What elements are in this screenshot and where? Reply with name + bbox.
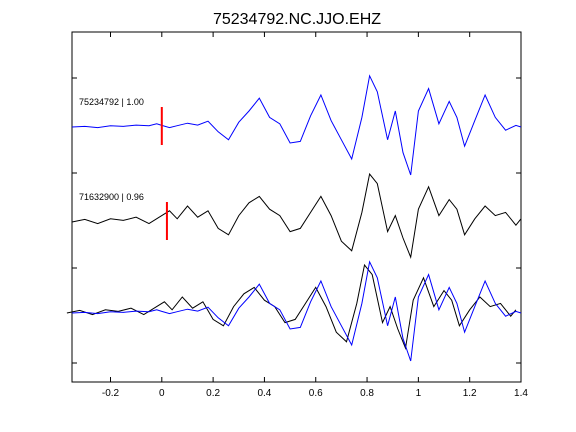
x-tick-label: 0 (159, 388, 165, 399)
trace-label-0: 75234792 | 1.00 (79, 97, 144, 107)
x-tick-label: 1 (416, 388, 422, 399)
x-axis: -0.2 0 0.2 0.4 0.6 0.8 1 1.2 1.4 (102, 32, 528, 399)
traces-layer: 75234792 | 1.00 71632900 | 0.96 (66, 74, 522, 362)
overlay-trace-line-0 (71, 260, 522, 362)
overlay-trace-line-1 (66, 263, 517, 351)
x-tick-label: 1.4 (514, 388, 528, 399)
x-tick-label: 0.6 (309, 388, 323, 399)
chart-title: 75234792.NC.JJO.EHZ (213, 11, 381, 28)
x-tick-label: 0.4 (257, 388, 271, 399)
trace-line-1 (71, 172, 522, 260)
x-tick-label: 0.8 (360, 388, 374, 399)
x-tick-label: 0.2 (206, 388, 220, 399)
y-tick-marks (72, 77, 521, 364)
x-tick-label: 1.2 (463, 388, 477, 399)
plot-frame (71, 31, 522, 383)
trace-label-1: 71632900 | 0.96 (79, 192, 144, 202)
trace-line-0 (71, 74, 522, 176)
x-tick-label: -0.2 (102, 388, 120, 399)
